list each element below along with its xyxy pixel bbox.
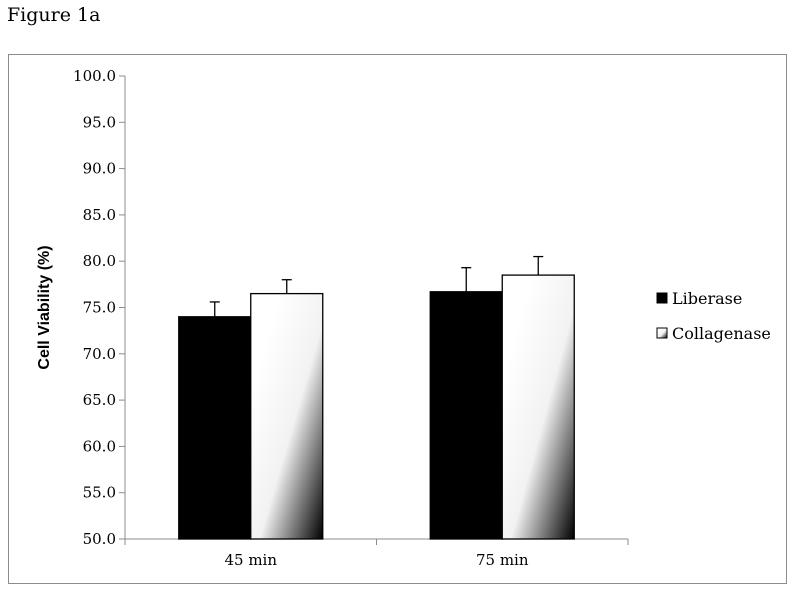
legend-label-liberase: Liberase [672,289,742,308]
bar-collagenase-1 [250,292,324,540]
y-tick-label: 95.0 [83,113,116,131]
bar-liberase-1 [178,316,252,540]
y-tick-label: 75.0 [83,299,116,317]
x-tick-label: 75 min [476,551,529,569]
y-axis-label: Cell Viability (%) [36,245,53,369]
bar-liberase-2 [429,291,503,540]
figure-label: Figure 1a [7,4,101,26]
y-axis: 50.0 55.0 60.0 65.0 70.0 75.0 80.0 85.0 90.0 95.0… [73,67,126,548]
chart-frame: 50.0 55.0 60.0 65.0 70.0 75.0 80.0 85.0 90.0 95.0… [8,54,787,584]
y-tick-label: 60.0 [83,437,116,455]
legend-label-collagenase: Collagenase [672,324,771,343]
y-tick-label: 90.0 [83,160,116,178]
y-tick-label: 100.0 [73,67,116,85]
bar-chart: 50.0 55.0 60.0 65.0 70.0 75.0 80.0 85.0 90.0 95.0… [36,67,771,569]
y-tick-label: 50.0 [83,530,116,548]
y-tick-label: 65.0 [83,391,116,409]
y-tick-label: 85.0 [83,206,116,224]
x-axis: 45 min 75 min [124,538,629,569]
y-tick-label: 55.0 [83,484,116,502]
bars [178,255,575,540]
x-tick-label: 45 min [224,551,277,569]
bar-collagenase-2 [501,274,575,540]
y-tick-label: 80.0 [83,252,116,270]
y-tick-label: 70.0 [83,345,116,363]
legend-swatch-liberase [656,292,668,304]
legend: Liberase Collagenase [656,289,771,343]
legend-swatch-collagenase [656,327,668,339]
